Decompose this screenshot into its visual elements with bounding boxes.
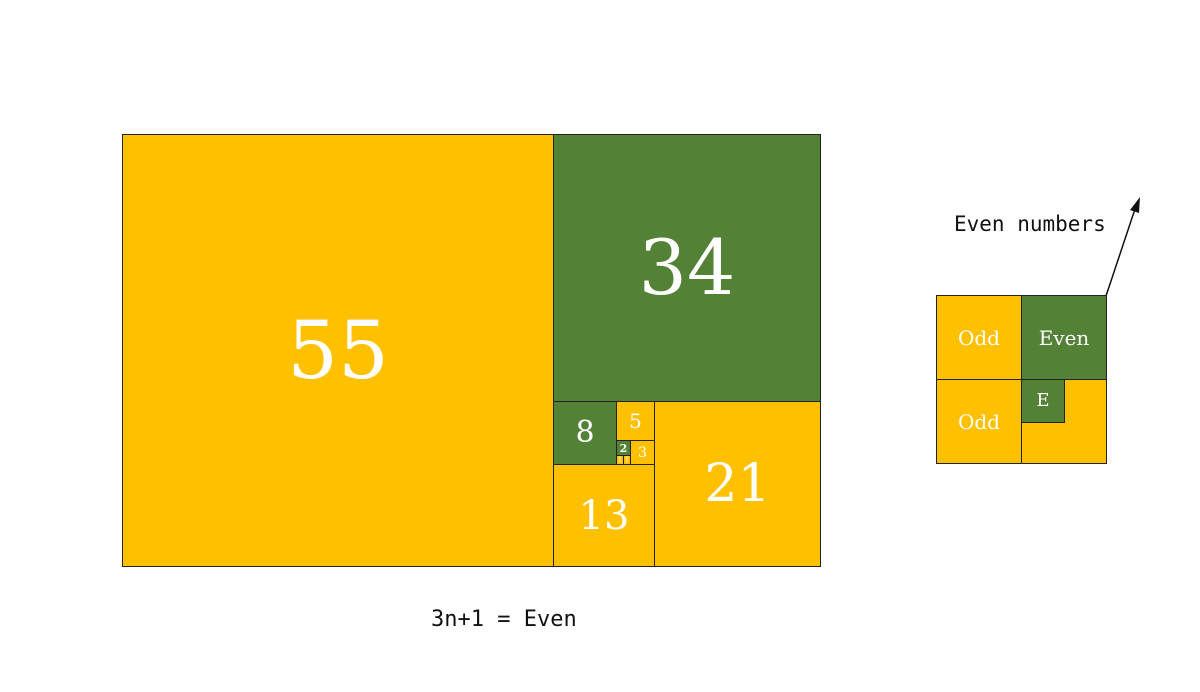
square-1b: 1 bbox=[623, 455, 631, 465]
legend-title: Even numbers bbox=[954, 212, 1106, 236]
square-8-label: 8 bbox=[575, 415, 595, 450]
square-8: 8 bbox=[553, 401, 617, 465]
square-21: 21 bbox=[654, 401, 821, 567]
square-13-label: 13 bbox=[578, 492, 630, 539]
legend-even-top: Even bbox=[1021, 295, 1107, 380]
legend-odd-top: Odd bbox=[936, 295, 1022, 380]
square-13: 13 bbox=[553, 464, 655, 567]
legend-odd-top-label: Odd bbox=[957, 325, 1000, 350]
legend-even-inner: E bbox=[1021, 379, 1065, 423]
square-3: 3 bbox=[630, 440, 655, 465]
square-21-label: 21 bbox=[704, 454, 771, 514]
square-2: 2 bbox=[616, 440, 631, 456]
square-1a-label: 1 bbox=[617, 455, 623, 464]
legend-even-inner-label: E bbox=[1036, 390, 1050, 411]
square-3-label: 3 bbox=[638, 444, 647, 461]
square-2-label: 2 bbox=[619, 441, 628, 455]
square-5-label: 5 bbox=[629, 409, 642, 433]
legend-even-top-label: Even bbox=[1038, 325, 1090, 350]
square-1b-label: 1 bbox=[624, 455, 630, 464]
square-55-label: 55 bbox=[287, 303, 389, 397]
square-34: 34 bbox=[553, 134, 821, 402]
square-5: 5 bbox=[616, 401, 655, 441]
formula-caption: 3n+1 = Even bbox=[431, 607, 577, 632]
legend-odd-bottom: Odd bbox=[936, 379, 1022, 464]
square-34-label: 34 bbox=[638, 223, 736, 312]
legend-odd-bottom-label: Odd bbox=[957, 409, 1000, 434]
square-55: 55 bbox=[122, 134, 554, 567]
